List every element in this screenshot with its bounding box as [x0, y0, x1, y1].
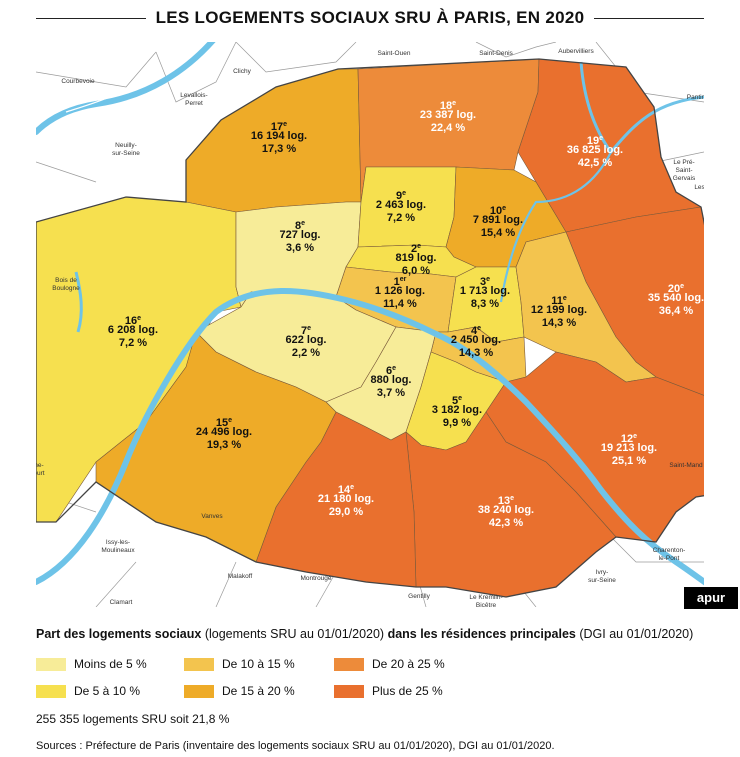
arrondissement-17-label: 17e 16 194 log. 17,3 %	[251, 121, 307, 155]
legend-item: De 10 à 15 %	[184, 656, 295, 672]
arrondissement-labels: 1er 1 126 log. 11,4 %2e 819 log. 6,0 % 3e 1 71…	[108, 100, 704, 529]
commune-label: Gervais	[673, 175, 696, 182]
arrondissement-12-label: 12e 19 213 log. 25,1 %	[601, 433, 657, 467]
commune-label: ourt	[36, 470, 45, 477]
legend-label: Moins de 5 %	[74, 657, 147, 671]
arrondissement-9-label: 9e 2 463 log. 7,2 %	[376, 190, 426, 224]
seine-island	[65, 81, 137, 113]
commune-label: Le Kremlin-	[469, 594, 502, 601]
commune-label: sur-Seine	[112, 150, 140, 157]
legend-swatch	[334, 684, 364, 698]
paris-boundary	[36, 58, 704, 598]
canal-saint-denis	[579, 61, 704, 155]
commune-label: Levallois-	[180, 92, 207, 99]
arrondissements-layer	[36, 58, 704, 598]
legend-swatch	[184, 657, 214, 671]
sources-note: Sources : Préfecture de Paris (inventair…	[36, 740, 555, 752]
arrondissement-7-label: 7e 622 log. 2,2 %	[286, 325, 327, 359]
arrondissement-8-label: 8e 727 log. 3,6 %	[280, 220, 321, 254]
legend-swatch	[184, 684, 214, 698]
commune-labels: Saint-Ouen Saint-Denis Aubervilliers Clichy…	[36, 48, 704, 607]
commune-label: Clichy	[233, 68, 251, 75]
legend-label: De 5 à 10 %	[74, 684, 141, 698]
legend-item: Plus de 25 %	[334, 683, 443, 699]
legend-label: De 10 à 15 %	[222, 657, 295, 671]
legend-swatch	[36, 684, 66, 698]
commune-label: Perret	[185, 100, 203, 107]
legend-swatch	[334, 657, 364, 671]
legend-label: Plus de 25 %	[372, 684, 443, 698]
commune-label: Le Pré-	[673, 159, 694, 166]
legend-swatch	[36, 657, 66, 671]
legend-title-normal-2: (DGI au 01/01/2020)	[575, 627, 694, 641]
paris-map: 1er 1 126 log. 11,4 % 2e 819 log. 6,0 % 3e 1 71…	[36, 42, 704, 607]
arrondissement-11-label: 11e 12 199 log. 14,3 %	[531, 295, 587, 329]
seine-river	[36, 288, 704, 586]
commune-label: Saint-Mand	[669, 462, 703, 469]
arrondissement-20-label: 20e 35 540 log. 36,4 %	[648, 283, 704, 317]
legend-item: De 20 à 25 %	[334, 656, 445, 672]
arrondissement-5-label: 5e 3 182 log. 9,9 %	[432, 395, 482, 429]
commune-label: Gentilly	[408, 593, 430, 600]
total-summary: 255 355 logements SRU soit 21,8 %	[36, 712, 230, 726]
apur-logo: apur	[684, 587, 738, 609]
commune-label: ne-	[36, 462, 44, 469]
map-title: LES LOGEMENTS SOCIAUX SRU À PARIS, EN 20…	[36, 8, 704, 28]
commune-label: le-Pont	[659, 555, 680, 562]
arrondissement-1-label: 1er 1 126 log. 11,4 %	[375, 276, 425, 310]
commune-label: Neuilly-	[115, 142, 137, 149]
canal-saint-martin	[499, 151, 612, 303]
arrondissement-14-label: 14e 21 180 log. 29,0 %	[318, 484, 374, 518]
commune-label: Saint-Denis	[479, 50, 513, 57]
commune-label: Bicêtre	[476, 602, 497, 607]
commune-label: Malakoff	[228, 573, 253, 580]
legend-title-bold-2: dans les résidences principales	[387, 627, 576, 641]
commune-label: Boulogne	[52, 285, 80, 292]
bois-de-boulogne-lake	[74, 271, 83, 333]
commune-label: Saint-Ouen	[378, 50, 411, 57]
legend-label: De 20 à 25 %	[372, 657, 445, 671]
arrondissement-19-label: 19e 36 825 log. 42,5 %	[567, 135, 623, 169]
commune-label: Courbevoie	[61, 78, 95, 85]
map-title-bar: LES LOGEMENTS SOCIAUX SRU À PARIS, EN 20…	[36, 8, 704, 28]
legend-title: Part des logements sociaux (logements SR…	[36, 627, 693, 641]
commune-label: Charenton-	[653, 547, 686, 554]
legend-label: De 15 à 20 %	[222, 684, 295, 698]
commune-label: sur-Seine	[588, 577, 616, 584]
commune-label: Clamart	[110, 599, 133, 606]
arrondissement-6-label: 6e 880 log. 3,7 %	[371, 365, 412, 399]
commune-label: Moulineaux	[101, 547, 135, 554]
arrondissement-18-label: 18e 23 387 log. 22,4 %	[420, 100, 476, 134]
commune-label: Bois de	[55, 277, 77, 284]
arrondissement-13-label: 13e 38 240 log. 42,3 %	[478, 495, 534, 529]
legend-title-normal-1: (logements SRU au 01/01/2020)	[201, 627, 388, 641]
commune-label: Vanves	[201, 513, 223, 520]
commune-label: Issy-les-	[106, 539, 130, 546]
arrondissement-16-label: 16e 6 208 log. 7,2 %	[108, 315, 158, 349]
commune-label: Montrouge	[300, 575, 331, 582]
commune-label: Les Li	[694, 184, 704, 191]
commune-label: Ivry-	[596, 569, 609, 576]
arrondissement-4-label: 4e 2 450 log. 14,3 %	[451, 325, 501, 359]
legend-title-bold-1: Part des logements sociaux	[36, 627, 202, 641]
arrondissement-3-label: 3e 1 713 log. 8,3 %	[460, 276, 510, 310]
arrondissement-15-label: 15e 24 496 log. 19,3 %	[196, 417, 252, 451]
seine-river-north	[36, 42, 216, 135]
commune-label: Saint-	[676, 167, 693, 174]
paris-map-svg: 1er 1 126 log. 11,4 %2e 819 log. 6,0 % 3e 1 71…	[36, 42, 704, 607]
arrondissement-10-label: 10e 7 891 log. 15,4 %	[473, 205, 523, 239]
commune-label: Pantin	[687, 94, 704, 101]
arrondissement-2-label: 2e 819 log. 6,0 %	[396, 243, 437, 277]
commune-label: Aubervilliers	[558, 48, 594, 55]
legend-item: Moins de 5 %	[36, 656, 147, 672]
legend-item: De 15 à 20 %	[184, 683, 295, 699]
legend-item: De 5 à 10 %	[36, 683, 140, 699]
